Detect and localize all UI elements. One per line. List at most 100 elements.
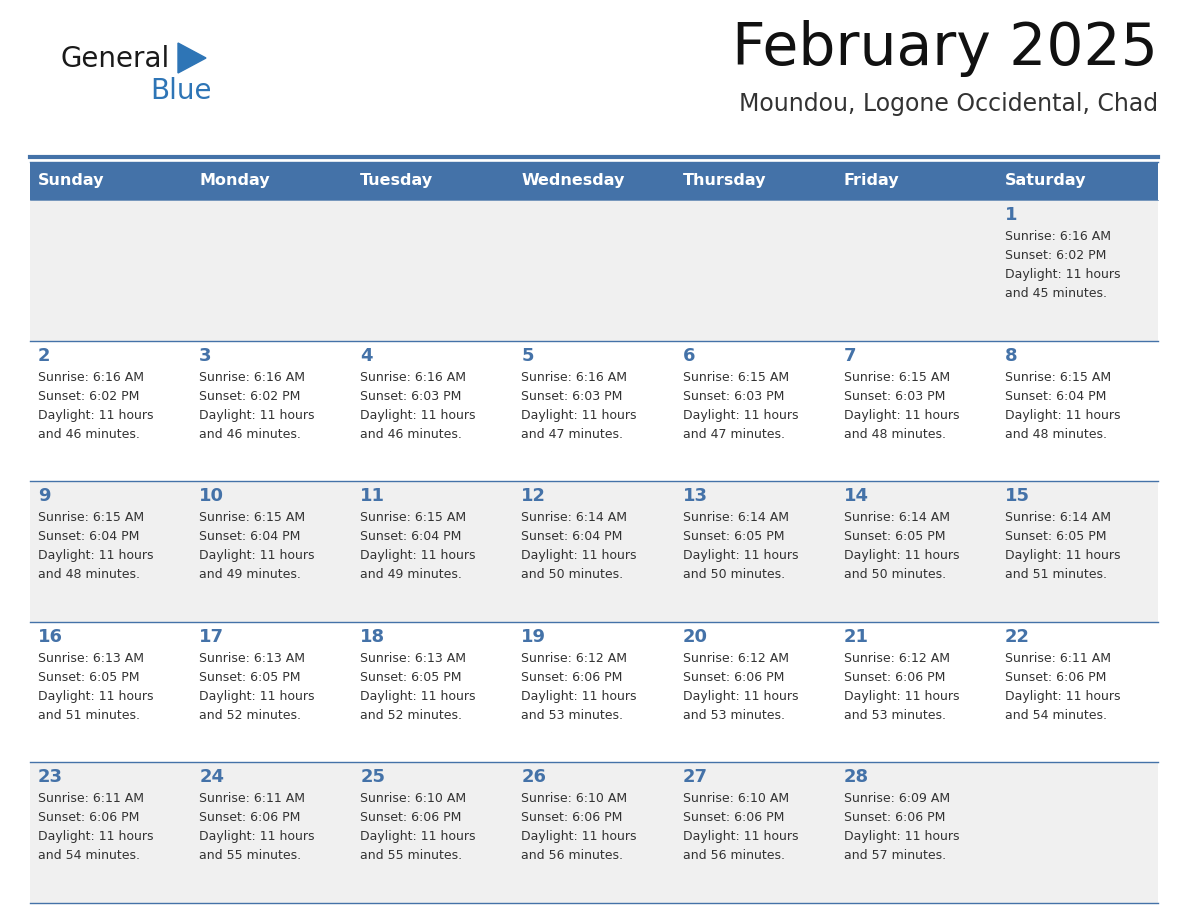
Text: 13: 13: [683, 487, 708, 505]
Text: Daylight: 11 hours: Daylight: 11 hours: [360, 831, 475, 844]
Text: Daylight: 11 hours: Daylight: 11 hours: [1005, 268, 1120, 281]
Text: Sunrise: 6:15 AM: Sunrise: 6:15 AM: [1005, 371, 1111, 384]
Text: and 54 minutes.: and 54 minutes.: [1005, 709, 1107, 722]
Bar: [353, 341, 513, 481]
Text: 27: 27: [683, 768, 708, 787]
Text: 11: 11: [360, 487, 385, 505]
Text: 28: 28: [843, 768, 868, 787]
Text: Sunset: 6:06 PM: Sunset: 6:06 PM: [200, 812, 301, 824]
Bar: [997, 763, 1158, 903]
Text: Sunset: 6:06 PM: Sunset: 6:06 PM: [683, 812, 784, 824]
Text: and 48 minutes.: and 48 minutes.: [38, 568, 140, 581]
Text: Daylight: 11 hours: Daylight: 11 hours: [200, 689, 315, 703]
Bar: [835, 162, 997, 200]
Bar: [191, 200, 353, 341]
Bar: [997, 341, 1158, 481]
Text: Thursday: Thursday: [683, 174, 766, 188]
Bar: [675, 481, 835, 621]
Bar: [191, 162, 353, 200]
Text: and 45 minutes.: and 45 minutes.: [1005, 287, 1107, 300]
Bar: [30, 341, 191, 481]
Bar: [835, 763, 997, 903]
Text: Sunset: 6:05 PM: Sunset: 6:05 PM: [843, 531, 946, 543]
Text: Daylight: 11 hours: Daylight: 11 hours: [1005, 409, 1120, 421]
Bar: [675, 200, 835, 341]
Bar: [997, 481, 1158, 621]
Bar: [835, 621, 997, 763]
Text: Blue: Blue: [150, 77, 211, 105]
Text: 17: 17: [200, 628, 225, 645]
Bar: [191, 481, 353, 621]
Text: 8: 8: [1005, 347, 1017, 364]
Text: and 56 minutes.: and 56 minutes.: [522, 849, 624, 862]
Text: 2: 2: [38, 347, 51, 364]
Text: 12: 12: [522, 487, 546, 505]
Text: and 46 minutes.: and 46 minutes.: [200, 428, 301, 441]
Text: Daylight: 11 hours: Daylight: 11 hours: [843, 831, 959, 844]
Text: Daylight: 11 hours: Daylight: 11 hours: [360, 549, 475, 562]
Text: Sunset: 6:02 PM: Sunset: 6:02 PM: [200, 389, 301, 403]
Text: Sunset: 6:06 PM: Sunset: 6:06 PM: [522, 671, 623, 684]
Text: Daylight: 11 hours: Daylight: 11 hours: [38, 409, 153, 421]
Text: Daylight: 11 hours: Daylight: 11 hours: [522, 831, 637, 844]
Bar: [353, 162, 513, 200]
Text: and 55 minutes.: and 55 minutes.: [360, 849, 462, 862]
Text: 23: 23: [38, 768, 63, 787]
Bar: [30, 162, 191, 200]
Text: 4: 4: [360, 347, 373, 364]
Text: and 48 minutes.: and 48 minutes.: [1005, 428, 1107, 441]
Bar: [513, 162, 675, 200]
Text: and 51 minutes.: and 51 minutes.: [38, 709, 140, 722]
Text: Sunrise: 6:11 AM: Sunrise: 6:11 AM: [1005, 652, 1111, 665]
Text: Daylight: 11 hours: Daylight: 11 hours: [200, 409, 315, 421]
Text: Sunday: Sunday: [38, 174, 105, 188]
Text: and 50 minutes.: and 50 minutes.: [683, 568, 785, 581]
Bar: [30, 200, 191, 341]
Text: Sunset: 6:06 PM: Sunset: 6:06 PM: [522, 812, 623, 824]
Text: Sunrise: 6:14 AM: Sunrise: 6:14 AM: [1005, 511, 1111, 524]
Text: Daylight: 11 hours: Daylight: 11 hours: [1005, 549, 1120, 562]
Bar: [353, 763, 513, 903]
Text: February 2025: February 2025: [732, 20, 1158, 77]
Text: Daylight: 11 hours: Daylight: 11 hours: [200, 549, 315, 562]
Text: 16: 16: [38, 628, 63, 645]
Text: Daylight: 11 hours: Daylight: 11 hours: [683, 689, 798, 703]
Bar: [835, 341, 997, 481]
Text: Sunset: 6:06 PM: Sunset: 6:06 PM: [360, 812, 462, 824]
Text: Sunset: 6:04 PM: Sunset: 6:04 PM: [360, 531, 462, 543]
Text: Sunrise: 6:13 AM: Sunrise: 6:13 AM: [200, 652, 305, 665]
Text: Sunrise: 6:11 AM: Sunrise: 6:11 AM: [200, 792, 305, 805]
Bar: [513, 481, 675, 621]
Bar: [513, 341, 675, 481]
Text: Sunset: 6:04 PM: Sunset: 6:04 PM: [200, 531, 301, 543]
Text: Sunrise: 6:10 AM: Sunrise: 6:10 AM: [360, 792, 467, 805]
Text: and 54 minutes.: and 54 minutes.: [38, 849, 140, 862]
Text: Sunrise: 6:15 AM: Sunrise: 6:15 AM: [683, 371, 789, 384]
Text: Sunrise: 6:11 AM: Sunrise: 6:11 AM: [38, 792, 144, 805]
Text: 21: 21: [843, 628, 868, 645]
Text: Sunset: 6:03 PM: Sunset: 6:03 PM: [683, 389, 784, 403]
Text: Moundou, Logone Occidental, Chad: Moundou, Logone Occidental, Chad: [739, 92, 1158, 116]
Text: 15: 15: [1005, 487, 1030, 505]
Text: and 57 minutes.: and 57 minutes.: [843, 849, 946, 862]
Text: and 53 minutes.: and 53 minutes.: [843, 709, 946, 722]
Bar: [675, 621, 835, 763]
Text: Sunset: 6:06 PM: Sunset: 6:06 PM: [843, 671, 946, 684]
Text: and 53 minutes.: and 53 minutes.: [683, 709, 784, 722]
Text: Daylight: 11 hours: Daylight: 11 hours: [683, 831, 798, 844]
Text: Sunrise: 6:14 AM: Sunrise: 6:14 AM: [683, 511, 789, 524]
Text: Sunrise: 6:13 AM: Sunrise: 6:13 AM: [360, 652, 466, 665]
Text: and 52 minutes.: and 52 minutes.: [360, 709, 462, 722]
Text: Sunset: 6:05 PM: Sunset: 6:05 PM: [200, 671, 301, 684]
Text: Sunrise: 6:15 AM: Sunrise: 6:15 AM: [200, 511, 305, 524]
Text: and 49 minutes.: and 49 minutes.: [360, 568, 462, 581]
Bar: [997, 162, 1158, 200]
Text: Daylight: 11 hours: Daylight: 11 hours: [38, 831, 153, 844]
Text: 19: 19: [522, 628, 546, 645]
Bar: [835, 200, 997, 341]
Text: Sunrise: 6:16 AM: Sunrise: 6:16 AM: [522, 371, 627, 384]
Text: Daylight: 11 hours: Daylight: 11 hours: [1005, 689, 1120, 703]
Text: Sunset: 6:06 PM: Sunset: 6:06 PM: [683, 671, 784, 684]
Bar: [191, 763, 353, 903]
Text: Sunrise: 6:12 AM: Sunrise: 6:12 AM: [683, 652, 789, 665]
